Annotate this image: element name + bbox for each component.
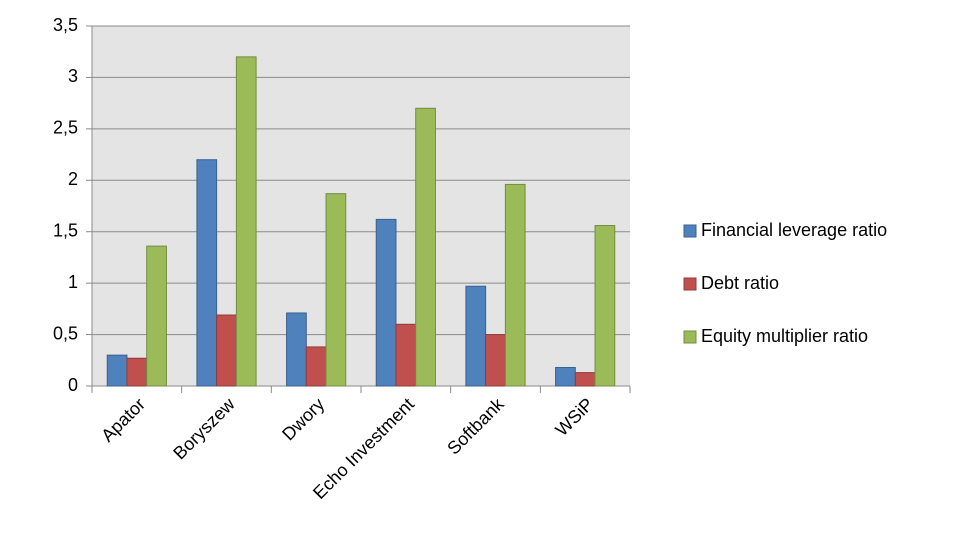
bar — [305, 346, 327, 387]
bar — [574, 372, 596, 387]
legend-label: Equity multiplier ratio — [701, 326, 868, 346]
y-tick-label: 2,5 — [53, 118, 78, 138]
legend-swatch — [683, 330, 697, 344]
legend-label: Financial leverage ratio — [701, 220, 887, 240]
bar — [126, 357, 148, 387]
x-tick-label: Softbank — [443, 393, 508, 458]
x-tick-label: WSiP — [551, 394, 597, 440]
bar — [146, 245, 167, 387]
bar — [504, 183, 526, 387]
legend-label: Debt ratio — [701, 273, 779, 293]
bar — [196, 159, 218, 387]
bar — [325, 193, 347, 387]
bar — [286, 312, 307, 387]
y-tick-label: 3,5 — [53, 15, 78, 35]
bar — [555, 366, 576, 387]
bar — [235, 56, 257, 387]
x-tick-label: Apator — [97, 394, 149, 446]
plot-area — [92, 26, 630, 386]
bar — [216, 314, 237, 387]
y-tick-label: 1 — [68, 272, 78, 292]
bar — [594, 225, 616, 387]
legend-swatch — [683, 224, 697, 238]
y-tick-label: 1,5 — [53, 220, 78, 240]
y-tick-label: 0,5 — [53, 323, 78, 343]
legend-swatch — [683, 277, 697, 291]
bar — [375, 218, 397, 387]
bar — [465, 285, 487, 387]
y-tick-label: 2 — [68, 169, 78, 189]
y-tick-label: 0 — [68, 375, 78, 395]
x-tick-label: Dwory — [278, 394, 328, 444]
bar — [415, 107, 436, 387]
y-tick-label: 3 — [68, 66, 78, 86]
bar — [106, 354, 128, 387]
x-tick-label: Boryszew — [169, 393, 239, 463]
bar — [485, 334, 506, 387]
bar — [395, 323, 417, 387]
